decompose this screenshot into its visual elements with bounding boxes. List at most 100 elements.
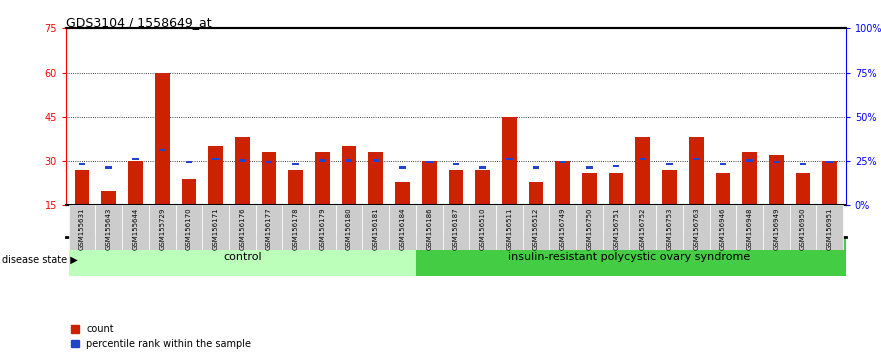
Bar xyxy=(666,163,673,165)
Text: GSM155644: GSM155644 xyxy=(132,207,138,250)
Text: GSM156749: GSM156749 xyxy=(559,207,566,250)
Text: GSM155643: GSM155643 xyxy=(106,207,112,250)
FancyBboxPatch shape xyxy=(69,237,416,276)
Bar xyxy=(235,137,249,205)
Text: GSM156511: GSM156511 xyxy=(507,207,513,250)
Bar xyxy=(239,159,246,162)
Bar xyxy=(635,137,650,205)
Bar xyxy=(262,152,277,205)
Bar xyxy=(479,166,486,169)
Bar xyxy=(502,117,516,205)
FancyBboxPatch shape xyxy=(630,205,656,250)
Bar xyxy=(822,161,837,205)
Bar xyxy=(555,161,570,205)
Text: GSM156750: GSM156750 xyxy=(587,207,592,250)
Bar xyxy=(181,179,196,205)
Text: GSM156752: GSM156752 xyxy=(640,207,646,250)
Bar xyxy=(399,166,406,169)
Bar xyxy=(315,152,329,205)
FancyBboxPatch shape xyxy=(763,205,789,250)
Bar xyxy=(715,173,730,205)
Bar xyxy=(396,182,410,205)
Bar xyxy=(208,146,223,205)
Bar xyxy=(613,165,619,167)
Text: GSM156184: GSM156184 xyxy=(399,207,405,250)
Text: GSM156179: GSM156179 xyxy=(320,207,325,250)
Text: GSM156950: GSM156950 xyxy=(800,207,806,250)
Bar xyxy=(693,158,700,160)
FancyBboxPatch shape xyxy=(122,205,149,250)
Text: insulin-resistant polycystic ovary syndrome: insulin-resistant polycystic ovary syndr… xyxy=(508,252,751,262)
FancyBboxPatch shape xyxy=(550,205,576,250)
Bar xyxy=(346,159,352,162)
Text: GSM156512: GSM156512 xyxy=(533,207,539,250)
Bar xyxy=(448,170,463,205)
Bar xyxy=(796,173,811,205)
FancyBboxPatch shape xyxy=(817,205,843,250)
Bar xyxy=(212,158,218,160)
Text: GSM156187: GSM156187 xyxy=(453,207,459,250)
FancyBboxPatch shape xyxy=(309,205,336,250)
Text: GSM156946: GSM156946 xyxy=(720,207,726,250)
FancyBboxPatch shape xyxy=(336,205,362,250)
Bar xyxy=(292,163,299,165)
Text: GSM156170: GSM156170 xyxy=(186,207,192,250)
Bar xyxy=(368,152,383,205)
FancyBboxPatch shape xyxy=(203,205,229,250)
Bar xyxy=(186,161,192,164)
Bar xyxy=(582,173,596,205)
FancyBboxPatch shape xyxy=(683,205,709,250)
FancyBboxPatch shape xyxy=(282,205,309,250)
Bar xyxy=(559,161,566,164)
Text: GSM155631: GSM155631 xyxy=(79,207,85,250)
Bar xyxy=(266,161,272,164)
Bar xyxy=(689,137,704,205)
Text: GSM156176: GSM156176 xyxy=(240,207,245,250)
FancyBboxPatch shape xyxy=(789,205,817,250)
Text: GSM156948: GSM156948 xyxy=(746,207,752,250)
FancyBboxPatch shape xyxy=(389,205,416,250)
FancyBboxPatch shape xyxy=(603,205,630,250)
Text: GSM156186: GSM156186 xyxy=(426,207,433,250)
Text: GSM156178: GSM156178 xyxy=(292,207,299,250)
Text: GSM156181: GSM156181 xyxy=(373,207,379,250)
Bar xyxy=(800,163,806,165)
Text: GSM156763: GSM156763 xyxy=(693,207,700,250)
Bar xyxy=(342,146,357,205)
FancyBboxPatch shape xyxy=(522,205,550,250)
Bar xyxy=(155,73,169,205)
Bar xyxy=(609,173,624,205)
Bar xyxy=(720,163,726,165)
Bar xyxy=(746,159,753,162)
FancyBboxPatch shape xyxy=(362,205,389,250)
FancyBboxPatch shape xyxy=(175,205,203,250)
Text: GSM156180: GSM156180 xyxy=(346,207,352,250)
Bar xyxy=(475,170,490,205)
Text: GDS3104 / 1558649_at: GDS3104 / 1558649_at xyxy=(66,16,211,29)
FancyBboxPatch shape xyxy=(442,205,470,250)
Bar xyxy=(533,166,539,169)
Bar xyxy=(101,190,116,205)
Bar xyxy=(288,170,303,205)
FancyBboxPatch shape xyxy=(737,205,763,250)
Bar xyxy=(128,161,143,205)
Legend: count, percentile rank within the sample: count, percentile rank within the sample xyxy=(71,324,251,349)
Bar xyxy=(529,182,544,205)
Text: GSM156949: GSM156949 xyxy=(774,207,780,250)
Text: control: control xyxy=(223,252,262,262)
Bar xyxy=(640,158,646,160)
Text: GSM156171: GSM156171 xyxy=(212,207,218,250)
Bar xyxy=(426,161,433,164)
FancyBboxPatch shape xyxy=(416,205,442,250)
Text: GSM156951: GSM156951 xyxy=(826,207,833,250)
Bar xyxy=(132,158,139,160)
FancyBboxPatch shape xyxy=(229,205,255,250)
Bar xyxy=(319,159,326,162)
Bar xyxy=(769,155,784,205)
Bar xyxy=(373,159,379,162)
FancyBboxPatch shape xyxy=(656,205,683,250)
FancyBboxPatch shape xyxy=(95,205,122,250)
Text: GSM156510: GSM156510 xyxy=(479,207,485,250)
Bar xyxy=(159,149,166,151)
FancyBboxPatch shape xyxy=(255,205,282,250)
